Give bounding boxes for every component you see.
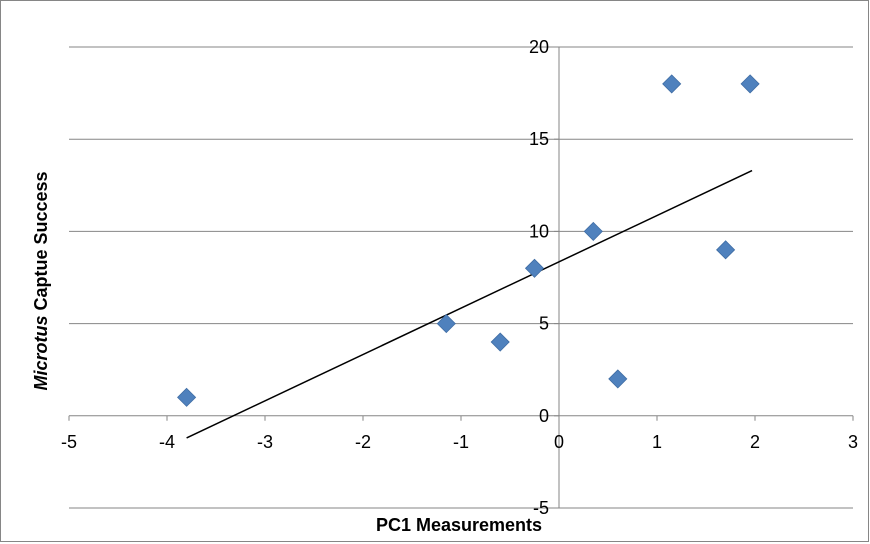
x-tick-label: -4 bbox=[159, 432, 175, 452]
y-tick-label: 10 bbox=[529, 221, 549, 241]
y-tick-label: 20 bbox=[529, 37, 549, 57]
data-point bbox=[583, 221, 603, 241]
y-tick-label: 5 bbox=[539, 314, 549, 334]
x-tick-label: -3 bbox=[257, 432, 273, 452]
data-point bbox=[608, 369, 628, 389]
y-axis-title-rest: Captue Success bbox=[31, 171, 51, 315]
x-tick-label: -1 bbox=[453, 432, 469, 452]
data-point bbox=[524, 258, 545, 278]
trendline-group bbox=[186, 169, 753, 439]
data-point bbox=[177, 387, 197, 407]
x-axis-title: PC1 Measurements bbox=[376, 515, 542, 535]
tick-labels: -5 -4 -3 -2 -1 0 1 2 3 -5 0 5 10 15 20 bbox=[61, 37, 858, 518]
axes bbox=[68, 46, 854, 509]
data-point bbox=[490, 332, 510, 352]
data-point bbox=[436, 314, 456, 334]
trendline bbox=[186, 169, 753, 439]
data-point bbox=[716, 240, 736, 260]
x-tick-label: -2 bbox=[355, 432, 371, 452]
data-point bbox=[662, 74, 682, 94]
y-axis-title: Microtus Captue Success bbox=[31, 171, 51, 390]
x-tick-label: -5 bbox=[61, 432, 77, 452]
data-point bbox=[740, 74, 760, 94]
x-tick-label: 2 bbox=[750, 432, 760, 452]
x-tick-label: 3 bbox=[848, 432, 858, 452]
x-tick-label: 1 bbox=[652, 432, 662, 452]
data-points bbox=[177, 74, 760, 407]
y-tick-label: 15 bbox=[529, 129, 549, 149]
x-tick-label: 0 bbox=[554, 432, 564, 452]
y-tick-label: 0 bbox=[539, 406, 549, 426]
y-axis-title-italic: Microtus bbox=[31, 316, 51, 391]
y-tick-label: -5 bbox=[533, 498, 549, 518]
gridlines bbox=[69, 46, 853, 509]
